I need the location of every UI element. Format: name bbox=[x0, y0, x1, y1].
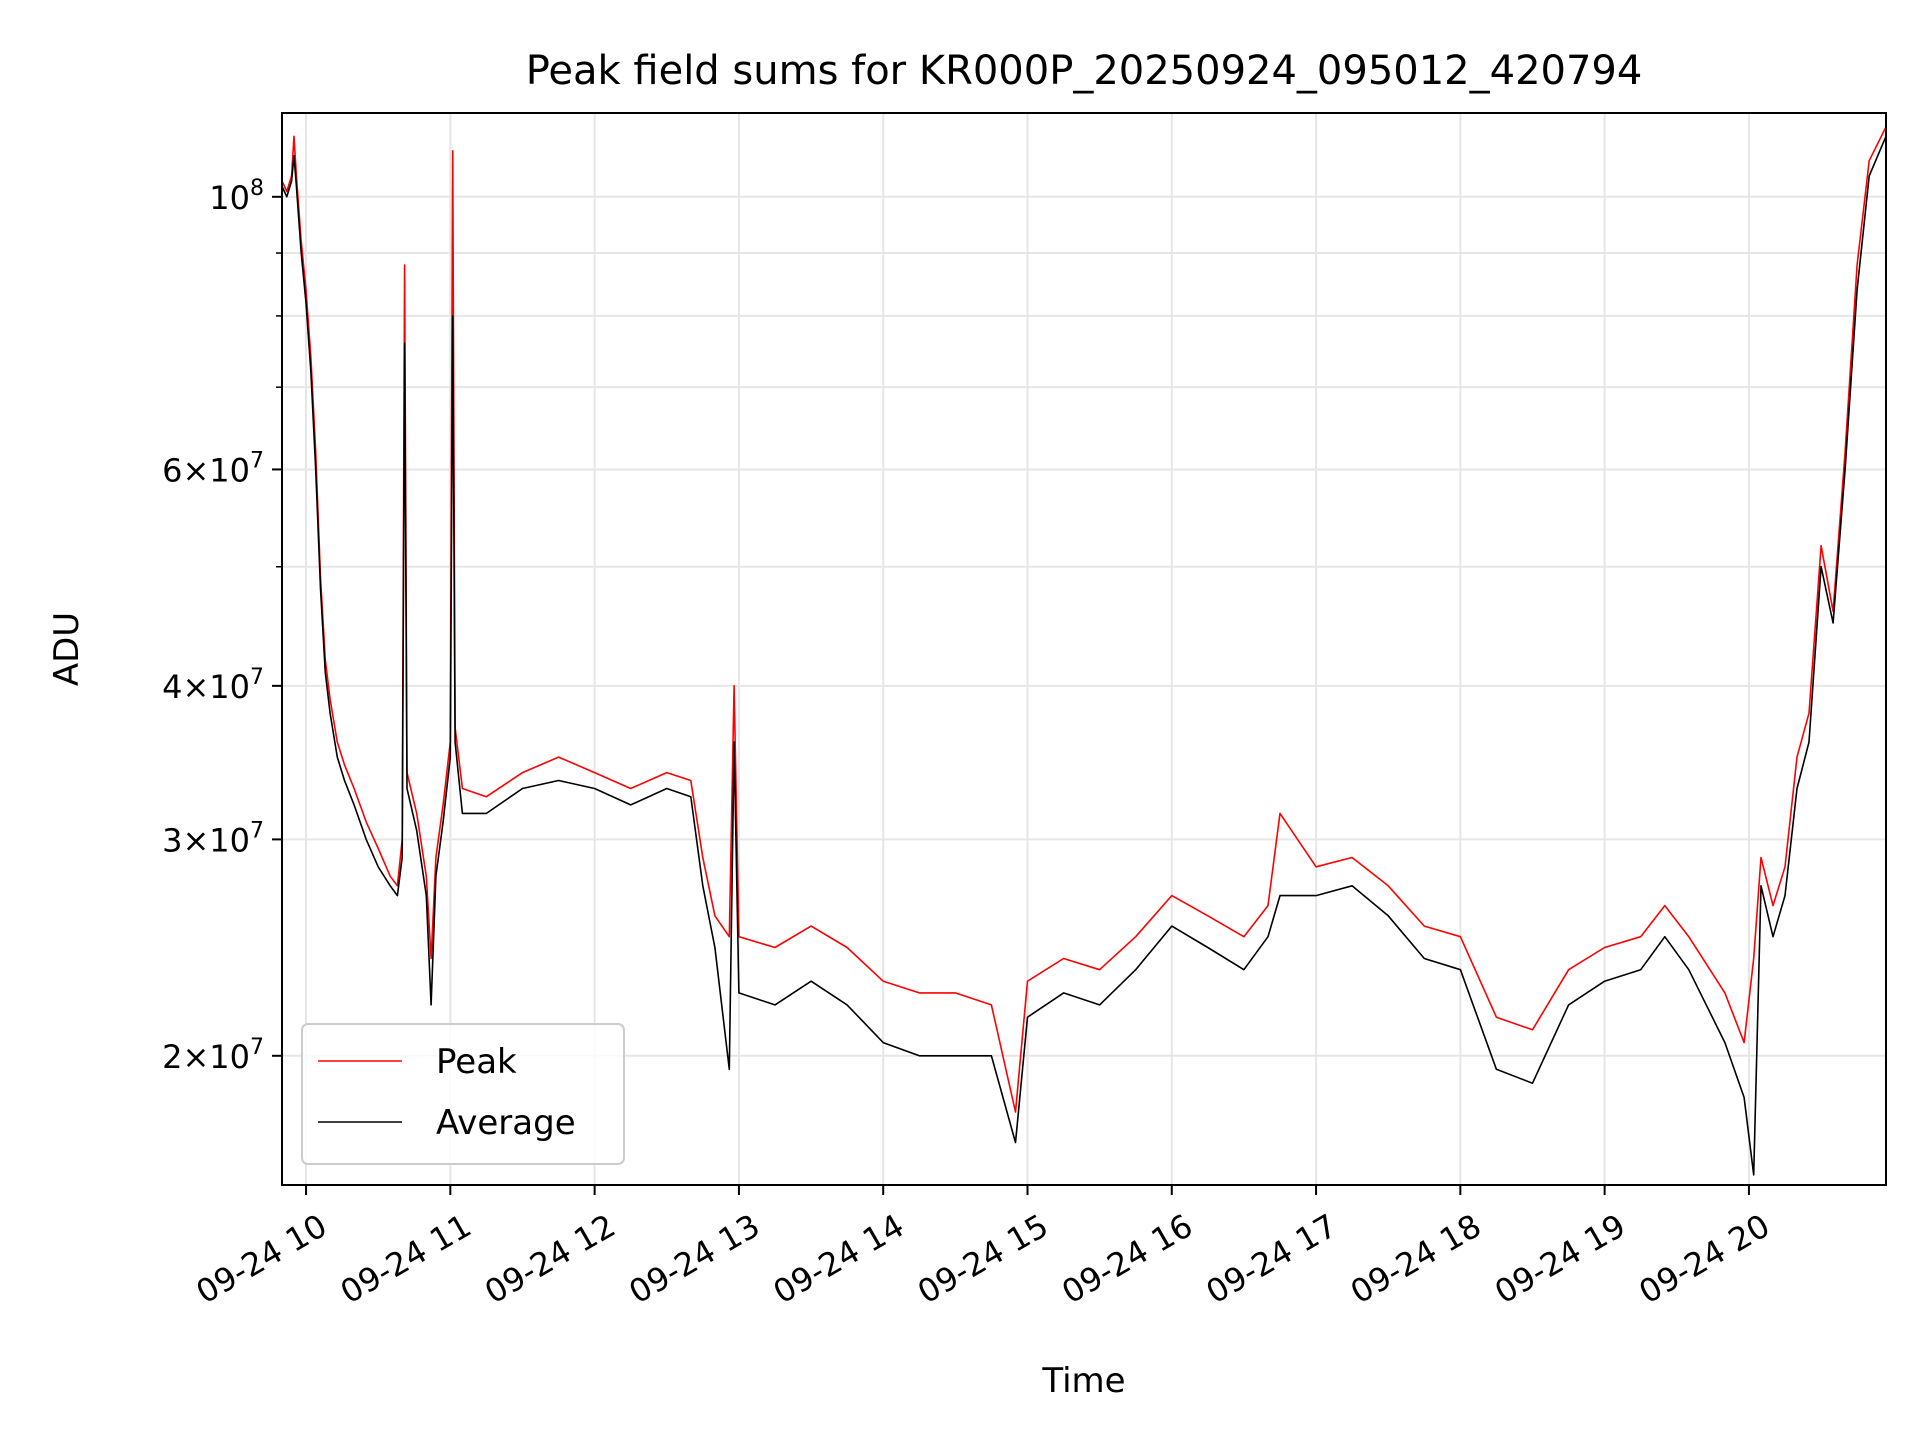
y-tick-base: 10 bbox=[209, 179, 250, 217]
y-tick-exponent: 7 bbox=[250, 1035, 264, 1060]
series-lines bbox=[281, 126, 1887, 1176]
y-tick-times: × bbox=[182, 821, 209, 859]
y-tick-label: 3×107 bbox=[162, 818, 264, 859]
y-tick-label: 4×107 bbox=[162, 665, 264, 706]
y-tick-mantissa: 3 bbox=[162, 821, 182, 859]
legend-label-peak: Peak bbox=[436, 1042, 517, 1082]
y-tick-label: 6×107 bbox=[162, 448, 264, 489]
y-tick-times: × bbox=[182, 1038, 209, 1076]
plot-frame bbox=[281, 112, 1887, 1186]
y-tick-times: × bbox=[182, 451, 209, 489]
y-tick-mantissa: 4 bbox=[162, 668, 182, 706]
y-tick-base: 10 bbox=[209, 451, 250, 489]
y-tick-exponent: 7 bbox=[250, 665, 264, 690]
y-tick-base: 10 bbox=[209, 821, 250, 859]
y-tick-base: 10 bbox=[209, 668, 250, 706]
y-tick-mantissa: 2 bbox=[162, 1038, 182, 1076]
legend: Peak Average bbox=[301, 1023, 625, 1165]
y-tick-exponent: 8 bbox=[250, 176, 264, 201]
y-tick-base: 10 bbox=[209, 1038, 250, 1076]
chart-title: Peak field sums for KR000P_20250924_0950… bbox=[526, 48, 1643, 94]
legend-box bbox=[301, 1023, 625, 1165]
y-tick-times: × bbox=[182, 668, 209, 706]
y-tick-label: 2×107 bbox=[162, 1035, 264, 1076]
y-tick-exponent: 7 bbox=[250, 448, 264, 473]
series-line-peak bbox=[281, 126, 1887, 1113]
series-line-average bbox=[281, 135, 1887, 1176]
y-tick-exponent: 7 bbox=[250, 818, 264, 843]
y-tick-mantissa: 6 bbox=[162, 451, 182, 489]
y-tick-label: 108 bbox=[209, 176, 264, 217]
legend-label-average: Average bbox=[436, 1103, 576, 1143]
x-axis-label: Time bbox=[1041, 1361, 1125, 1401]
y-axis-label: ADU bbox=[47, 612, 87, 686]
